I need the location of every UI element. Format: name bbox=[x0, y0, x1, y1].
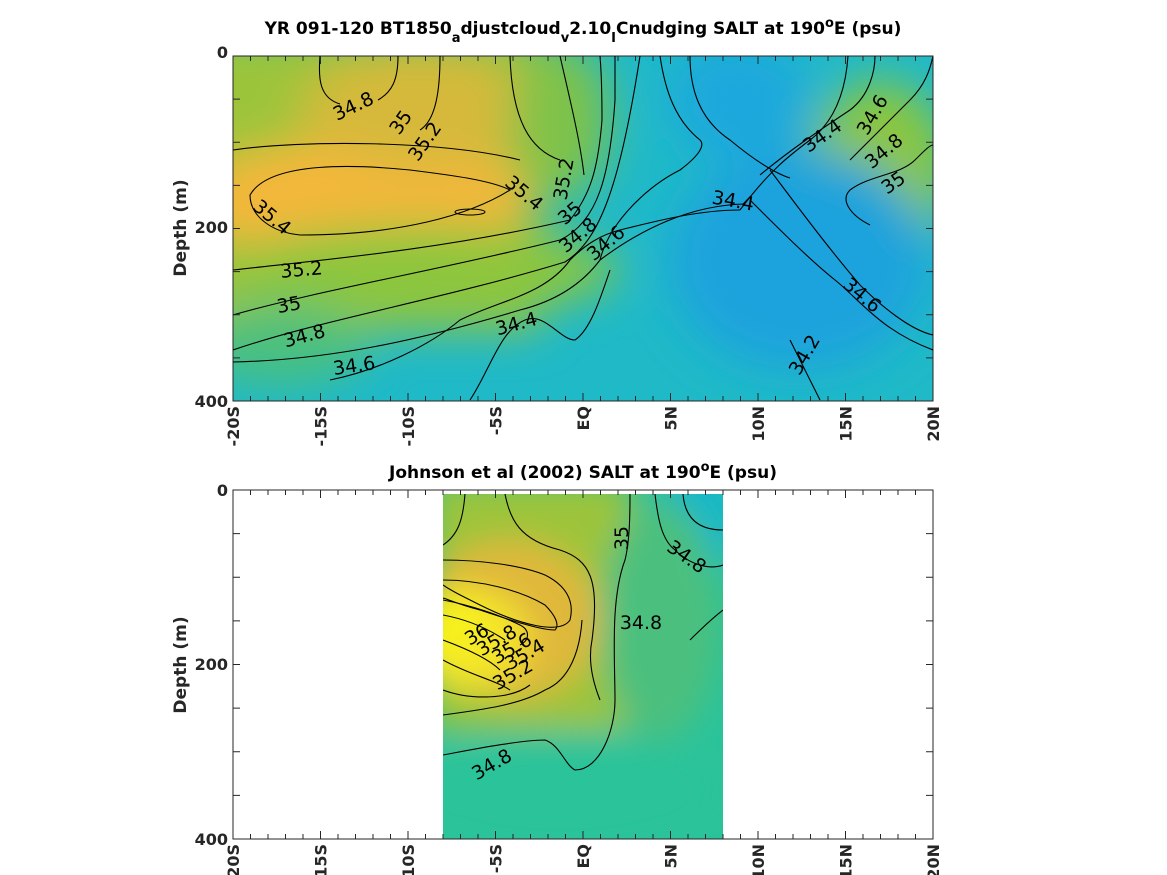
svg-text:34.8: 34.8 bbox=[620, 612, 662, 634]
top-xtick-label: EQ bbox=[574, 406, 593, 431]
bottom-xtick-label: 5N bbox=[662, 844, 681, 869]
bottom-xtick-label: 10N bbox=[749, 844, 768, 875]
svg-text:35.2: 35.2 bbox=[279, 257, 323, 283]
bottom-ytick-400: 400 bbox=[195, 830, 228, 849]
bottom-ytick-0: 0 bbox=[217, 481, 228, 500]
top-ylabel: Depth (m) bbox=[171, 179, 191, 276]
bottom-ytick-200: 200 bbox=[195, 655, 228, 674]
top-xticks: -20S -15S -10S -5S EQ 5N 10N 15N 20N bbox=[224, 406, 943, 446]
top-xtick-label: 5N bbox=[662, 406, 681, 431]
top-xtick-label: 20N bbox=[924, 406, 943, 442]
top-title: YR 091-120 BT1850adjustcloudv2.10ICnudgi… bbox=[264, 16, 902, 46]
bottom-xticks: -20S -15S -10S -5S EQ 5N 10N 15N 20N bbox=[224, 844, 943, 875]
svg-text:35: 35 bbox=[611, 526, 633, 550]
panel-top: YR 091-120 BT1850adjustcloudv2.10ICnudgi… bbox=[171, 16, 943, 446]
top-xtick-label: 15N bbox=[837, 406, 856, 442]
top-contours bbox=[233, 56, 933, 401]
bottom-heatmap bbox=[443, 494, 723, 839]
top-xtick-label: -10S bbox=[399, 406, 418, 446]
bottom-xtick-label: -15S bbox=[312, 844, 331, 875]
bottom-title: Johnson et al (2002) SALT at 190oE (psu) bbox=[388, 460, 777, 483]
top-ticks bbox=[232, 55, 934, 402]
top-xtick-label: -15S bbox=[312, 406, 331, 446]
top-ytick-400: 400 bbox=[195, 392, 228, 411]
svg-text:35: 35 bbox=[275, 292, 303, 318]
bottom-contours bbox=[443, 494, 723, 771]
bottom-yticks: 0 200 400 bbox=[195, 481, 228, 849]
top-ytick-200: 200 bbox=[195, 218, 228, 237]
top-ytick-0: 0 bbox=[217, 43, 228, 62]
top-heatmap bbox=[233, 56, 933, 401]
bottom-ylabel: Depth (m) bbox=[171, 616, 191, 713]
bottom-xtick-label: -20S bbox=[224, 844, 243, 875]
bottom-xtick-label: -5S bbox=[487, 844, 506, 873]
bottom-xtick-label: -10S bbox=[399, 844, 418, 875]
top-xtick-label: -5S bbox=[487, 406, 506, 435]
bottom-xtick-label: 15N bbox=[837, 844, 856, 875]
bottom-ticks bbox=[232, 489, 934, 840]
bottom-xtick-label: 20N bbox=[924, 844, 943, 875]
panel-bottom: Johnson et al (2002) SALT at 190oE (psu) bbox=[171, 460, 943, 875]
top-xtick-label: -20S bbox=[224, 406, 243, 446]
top-xtick-label: 10N bbox=[749, 406, 768, 442]
bottom-xtick-label: EQ bbox=[574, 844, 593, 869]
top-yticks: 0 200 400 bbox=[195, 43, 228, 411]
